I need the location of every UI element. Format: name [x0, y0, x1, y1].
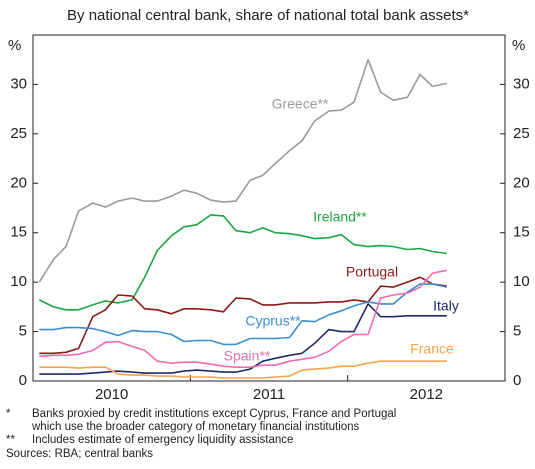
series-line — [39, 303, 447, 375]
y-unit-left: % — [8, 37, 21, 54]
x-tick-label: 2012 — [410, 386, 443, 403]
y-tick-label: 5 — [513, 323, 521, 340]
y-tick-label: 15 — [10, 224, 27, 241]
x-tick-label: 2010 — [95, 386, 128, 403]
source: Sources: RBA; central banks — [6, 448, 153, 460]
y-tick-label: 0 — [513, 372, 521, 389]
series-label: Italy — [433, 298, 459, 314]
plot-frame — [32, 34, 506, 382]
y-tick-label: 10 — [513, 273, 530, 290]
y-tick-label: 25 — [513, 125, 530, 142]
series-line — [38, 58, 447, 283]
series-line — [39, 360, 447, 379]
y-tick-label: 30 — [513, 75, 530, 92]
series-label: France — [410, 341, 454, 357]
y-tick-label: 15 — [513, 224, 530, 241]
series-line — [39, 276, 447, 355]
footnote: which use the broader category of moneta… — [31, 421, 360, 433]
y-tick-label: 30 — [10, 75, 27, 92]
y-tick-label: 0 — [19, 372, 27, 389]
series-line — [39, 269, 447, 368]
y-unit-right: % — [512, 37, 525, 54]
y-tick-label: 10 — [10, 273, 27, 290]
series-line — [38, 214, 447, 311]
y-tick-label: 20 — [513, 174, 530, 191]
series-label: Cyprus** — [245, 313, 301, 329]
footnote-mark: ** — [6, 434, 15, 446]
series-line — [39, 283, 447, 346]
y-tick-label: 20 — [10, 174, 27, 191]
series-label: Greece** — [272, 96, 329, 112]
y-tick-label: 25 — [10, 125, 27, 142]
series-label: Spain** — [224, 348, 271, 364]
y-tick-label: 5 — [19, 323, 27, 340]
series-label: Ireland** — [313, 209, 367, 225]
chart-title: By national central bank, share of natio… — [67, 7, 469, 24]
footnote-mark: * — [6, 408, 11, 420]
series-label: Portugal — [346, 264, 398, 280]
footnote: Includes estimate of emergency liquidity… — [32, 434, 293, 446]
footnote: Banks proxied by credit institutions exc… — [32, 408, 396, 420]
x-tick-label: 2011 — [253, 386, 285, 403]
